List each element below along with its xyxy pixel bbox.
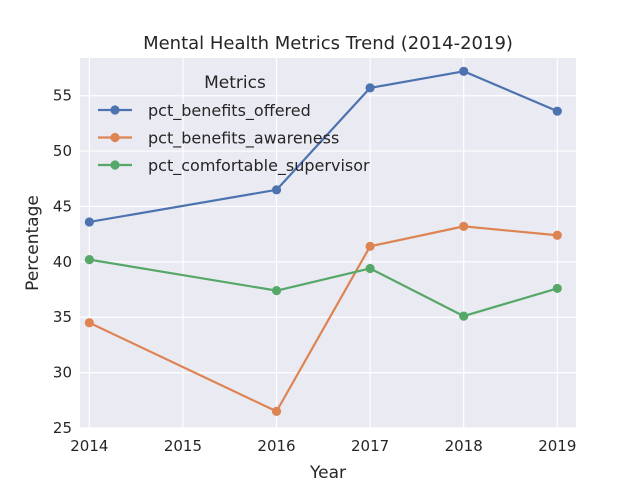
plot-area — [80, 58, 576, 428]
y-tick-label: 45 — [53, 197, 72, 215]
data-point — [84, 217, 94, 227]
legend-marker — [110, 105, 120, 115]
data-point — [459, 221, 469, 231]
data-point — [271, 185, 282, 195]
data-point — [365, 241, 375, 251]
legend-marker — [110, 160, 120, 170]
x-axis-label: Year — [309, 463, 346, 480]
data-point — [552, 283, 562, 294]
x-tick-label: 2017 — [351, 437, 389, 455]
legend: Metrics pct_benefits_offeredpct_benefits… — [98, 73, 370, 176]
series-layer — [84, 66, 562, 416]
y-gridlines — [80, 95, 576, 429]
legend-item: pct_benefits_offered — [98, 101, 311, 121]
y-tick-label: 35 — [53, 308, 72, 326]
series-pct_benefits_awareness — [84, 221, 562, 416]
data-point — [84, 255, 94, 265]
x-tick-label: 2016 — [257, 437, 295, 455]
x-tick-label: 2018 — [445, 437, 483, 455]
legend-label: pct_benefits_awareness — [148, 129, 339, 149]
y-axis: 25 30 35 40 45 50 55 — [53, 87, 72, 437]
data-point — [365, 83, 375, 93]
x-axis: 2014 2015 2016 2017 2018 2019 — [70, 437, 576, 455]
legend-items: pct_benefits_offered pct_benefits_awarene… — [98, 101, 370, 176]
x-tick-label: 2014 — [70, 437, 108, 455]
legend-item: pct_comfortable_supervisor — [98, 156, 370, 176]
data-point — [459, 66, 469, 76]
data-point — [459, 311, 469, 321]
legend-title: Metrics — [204, 73, 266, 93]
y-tick-label: 50 — [53, 142, 72, 160]
data-point — [365, 263, 375, 274]
y-tick-label: 25 — [53, 419, 72, 437]
y-tick-label: 40 — [53, 253, 72, 271]
y-tick-label: 30 — [53, 364, 72, 382]
data-point — [271, 406, 282, 416]
y-tick-label: 55 — [53, 87, 72, 105]
series-pct_benefits_offered — [84, 66, 562, 227]
x-tick-label: 2019 — [538, 437, 576, 455]
legend-item: pct_benefits_awareness — [98, 129, 339, 149]
y-axis-label: Percentage — [23, 195, 43, 291]
legend-label: pct_benefits_offered — [148, 101, 311, 121]
x-tick-label: 2015 — [164, 437, 202, 455]
series-pct_comfortable_supervisor — [84, 255, 562, 321]
chart-title: Mental Health Metrics Trend (2014-2019) — [143, 33, 513, 54]
data-point — [84, 318, 94, 328]
data-point — [552, 230, 562, 240]
data-point — [552, 106, 562, 116]
legend-marker — [110, 132, 120, 143]
data-point — [271, 286, 282, 296]
legend-label: pct_comfortable_supervisor — [148, 156, 370, 176]
